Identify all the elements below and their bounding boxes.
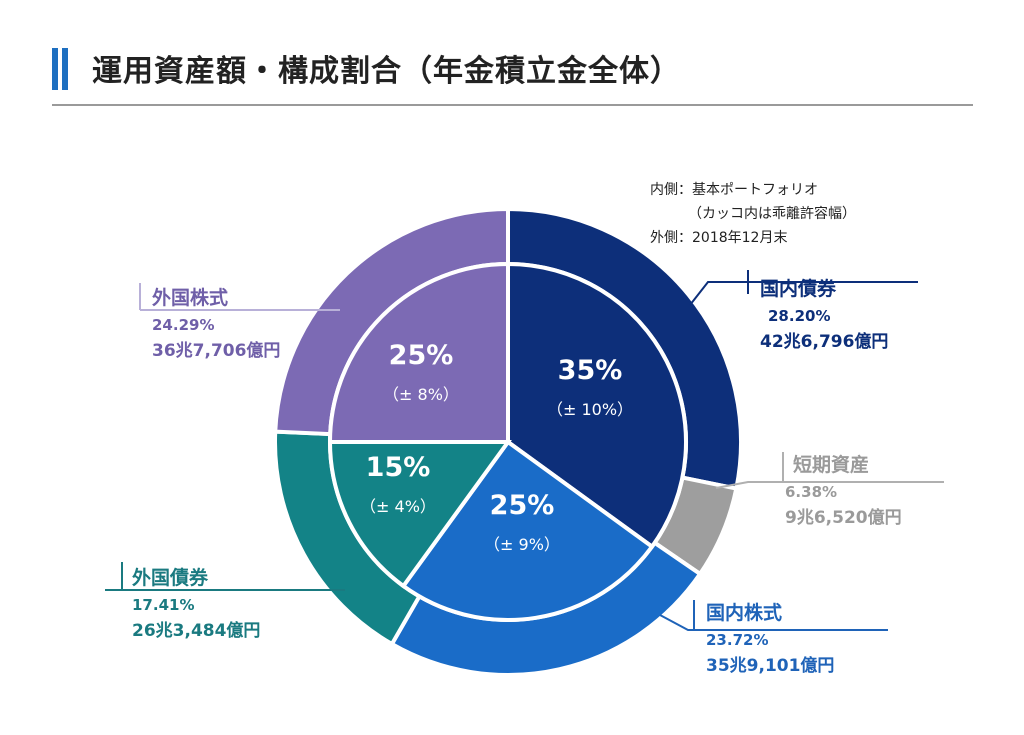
- leader-line-domestic-stocks: [659, 614, 888, 631]
- inner-percent: 35%: [557, 355, 623, 386]
- leader-line-short-term: [715, 481, 944, 489]
- slice-percent: 28.20%: [768, 307, 831, 325]
- slice-amount: 42兆6,796億円: [760, 332, 889, 352]
- label-inner-foreign-stocks: 25% （± 8%）: [366, 340, 476, 405]
- inner-percent: 25%: [489, 490, 555, 521]
- inner-slice-1: [400, 439, 655, 622]
- inner-slice-2: [327, 440, 512, 589]
- slice-name: 外国債券: [132, 567, 209, 589]
- legend-note-line: （カッコ内は乖離許容幅）: [688, 206, 856, 222]
- slice-amount: 9兆6,520億円: [785, 508, 902, 528]
- inner-tolerance: （± 8%）: [383, 385, 459, 404]
- slice-name: 国内債券: [760, 278, 837, 300]
- slice-amount: 26兆3,484億円: [132, 621, 261, 641]
- slice-name: 短期資産: [793, 454, 870, 476]
- label-outer-domestic-stocks: 国内株式 23.72% 35兆9,101億円: [706, 598, 834, 676]
- inner-tolerance: （± 4%）: [360, 497, 436, 516]
- label-inner-domestic-bonds: 35% （± 10%）: [535, 355, 645, 420]
- label-outer-foreign-stocks: 外国株式 24.29% 36兆7,706億円: [152, 283, 280, 361]
- legend-note-line: 内側：基本ポートフォリオ: [650, 182, 818, 198]
- leader-line-domestic-bonds: [689, 281, 918, 306]
- slice-name: 国内株式: [706, 602, 783, 624]
- title-accent-bar: [62, 48, 68, 90]
- inner-tolerance: （± 9%）: [484, 535, 560, 554]
- inner-slice-3: [327, 261, 510, 444]
- slice-percent: 6.38%: [785, 483, 838, 501]
- label-inner-domestic-stocks: 25% （± 9%）: [467, 490, 577, 555]
- label-outer-short-term: 短期資産 6.38% 9兆6,520億円: [785, 450, 902, 528]
- legend-note-line: 外側：2018年12月末: [650, 230, 788, 246]
- legend-note: 内側：基本ポートフォリオ （カッコ内は乖離許容幅） 外側：2018年12月末: [650, 178, 856, 250]
- inner-percent: 25%: [388, 340, 454, 371]
- slice-percent: 23.72%: [706, 631, 769, 649]
- title-header: 運用資産額・構成割合（年金積立金全体）: [52, 44, 973, 106]
- slice-amount: 36兆7,706億円: [152, 341, 281, 361]
- label-outer-foreign-bonds: 外国債券 17.41% 26兆3,484億円: [132, 563, 260, 641]
- inner-tolerance: （± 10%）: [546, 400, 634, 419]
- slice-percent: 17.41%: [132, 596, 195, 614]
- label-inner-foreign-bonds: 15% （± 4%）: [343, 452, 453, 517]
- inner-slice-0: [506, 261, 688, 550]
- slice-amount: 35兆9,101億円: [706, 656, 835, 676]
- slice-percent: 24.29%: [152, 316, 215, 334]
- slice-name: 外国株式: [152, 287, 229, 309]
- page-title: 運用資産額・構成割合（年金積立金全体）: [92, 54, 681, 89]
- title-accent-bar: [52, 48, 58, 90]
- label-outer-domestic-bonds: 国内債券 28.20% 42兆6,796億円: [760, 274, 888, 352]
- inner-percent: 15%: [365, 452, 431, 483]
